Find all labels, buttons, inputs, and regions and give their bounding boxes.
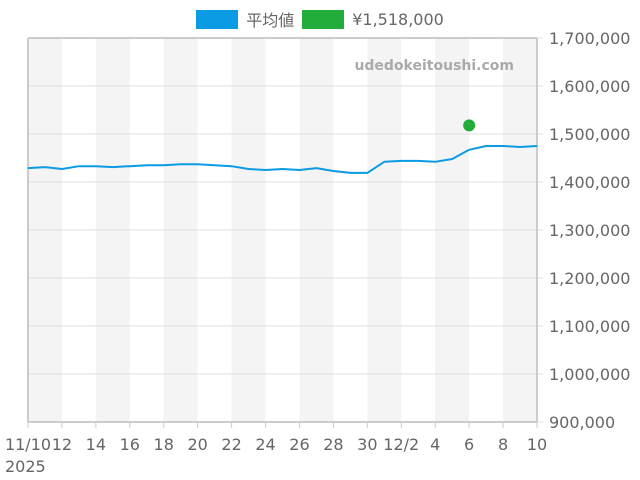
- average-price-line: [27, 145, 538, 174]
- x-tick-label: 30: [357, 435, 377, 454]
- y-tick-label: 1,700,000: [549, 29, 630, 48]
- y-tick-label: 1,200,000: [549, 269, 630, 288]
- x-tick-label: 16: [120, 435, 140, 454]
- y-tick-label: 1,000,000: [549, 365, 630, 384]
- x-tick-label: 22: [221, 435, 241, 454]
- x-tick-label: 6: [464, 435, 474, 454]
- x-tick-label: 20: [187, 435, 207, 454]
- x-tick-label: 8: [498, 435, 508, 454]
- x-tick-label: 4: [430, 435, 440, 454]
- x-tick-label: 28: [323, 435, 343, 454]
- x-tick-label: 11/10: [5, 435, 51, 454]
- legend-swatch-average: [196, 9, 239, 29]
- legend-label: ¥1,518,000: [352, 9, 444, 29]
- x-tick-label: 14: [86, 435, 106, 454]
- watermark: udedokeitoushi.com: [354, 58, 514, 74]
- x-tick-label: 26: [289, 435, 309, 454]
- y-tick-label: 900,000: [549, 413, 615, 432]
- x-tick-label: 18: [154, 435, 174, 454]
- x-year-label: 2025: [5, 457, 46, 476]
- x-tick-label: 12: [52, 435, 72, 454]
- legend-item-price[interactable]: ¥1,518,000: [302, 9, 444, 29]
- y-tick-label: 1,600,000: [549, 77, 630, 96]
- legend: 平均値 ¥1,518,000: [0, 7, 640, 31]
- legend-label: 平均値: [246, 11, 295, 30]
- y-tick-label: 1,100,000: [549, 317, 630, 336]
- x-tick-label: 10: [527, 435, 547, 454]
- y-tick-label: 1,400,000: [549, 173, 630, 192]
- current-price-point: [463, 119, 476, 132]
- legend-item-average[interactable]: 平均値: [196, 7, 294, 31]
- y-tick-label: 1,500,000: [549, 125, 630, 144]
- y-tick-label: 1,300,000: [549, 221, 630, 240]
- x-tick-label: 12/2: [383, 435, 419, 454]
- legend-swatch-price: [302, 9, 345, 29]
- x-tick-label: 24: [255, 435, 275, 454]
